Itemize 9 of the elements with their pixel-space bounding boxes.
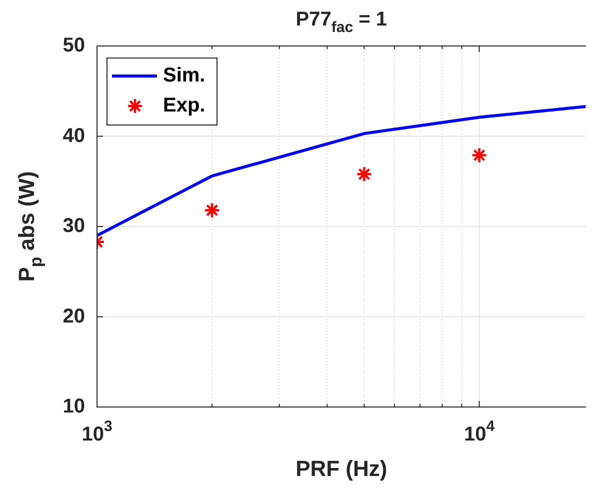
y-tick-label: 30 (62, 215, 85, 238)
y-tick-label: 10 (62, 396, 85, 418)
legend-label: Sim. (163, 64, 206, 87)
y-tick-label: 50 (62, 34, 85, 57)
y-tick-label: 20 (62, 305, 85, 328)
legend-label: Exp. (163, 94, 206, 117)
y-tick-label: 40 (62, 124, 85, 147)
x-axis-title: PRF (Hz) (296, 456, 388, 482)
y-axis-title: Pp abs (W) (14, 171, 46, 282)
